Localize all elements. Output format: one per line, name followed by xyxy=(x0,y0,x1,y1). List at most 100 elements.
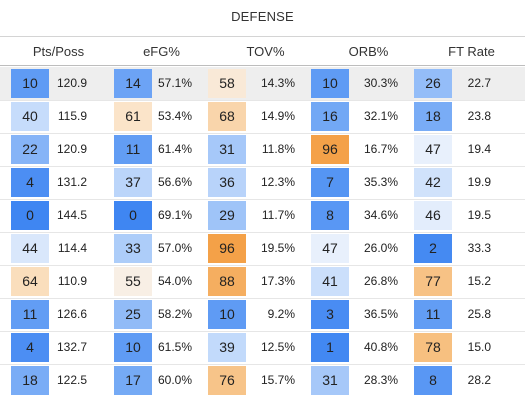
tov-rank-cell: 76 xyxy=(208,366,246,395)
efg-value-cell: 57.1% xyxy=(157,76,192,90)
tov-value-cell: 12.5% xyxy=(260,340,295,354)
pts-poss-rank-cell: 4 xyxy=(11,168,49,197)
efg-rank-cell: 55 xyxy=(114,267,152,296)
ft-rate-rank-cell: 78 xyxy=(414,333,452,362)
pts-poss-rank-cell: 4 xyxy=(11,333,49,362)
efg-rank-cell: 11 xyxy=(114,135,152,164)
pts-poss-rank-cell: 44 xyxy=(11,234,49,263)
ft-rate-value-cell: 15.0 xyxy=(467,340,491,354)
tov-rank-cell: 36 xyxy=(208,168,246,197)
table-row[interactable]: 11 126.6 25 58.2% 10 9.2% 3 36.5% 11 25.8 xyxy=(0,298,525,331)
table-row[interactable]: 4 131.2 37 56.6% 36 12.3% 7 35.3% 42 19.9 xyxy=(0,166,525,199)
orb-value-cell: 28.3% xyxy=(363,373,398,387)
tov-value-cell: 15.7% xyxy=(260,373,295,387)
row-divider xyxy=(0,298,525,299)
tov-rank-cell: 39 xyxy=(208,333,246,362)
orb-value-cell: 26.8% xyxy=(363,274,398,288)
pts-poss-value-cell: 115.9 xyxy=(57,109,87,123)
column-header-pts-poss[interactable]: Pts/Poss xyxy=(32,44,85,59)
efg-value-cell: 57.0% xyxy=(157,241,192,255)
table-row[interactable]: 64 110.9 55 54.0% 88 17.3% 41 26.8% 77 15.2 xyxy=(0,265,525,298)
pts-poss-value-cell: 122.5 xyxy=(56,373,87,387)
row-divider xyxy=(0,100,525,101)
orb-value-cell: 34.6% xyxy=(363,208,398,222)
tov-value-cell: 11.7% xyxy=(261,208,295,222)
orb-value-cell: 32.1% xyxy=(363,109,398,123)
pts-poss-rank-cell: 11 xyxy=(11,300,49,329)
pts-poss-rank-cell: 22 xyxy=(11,135,49,164)
efg-value-cell: 58.2% xyxy=(157,307,192,321)
ft-rate-value-cell: 15.2 xyxy=(467,274,491,288)
pts-poss-rank-cell: 0 xyxy=(11,201,49,230)
orb-rank-cell: 31 xyxy=(311,366,349,395)
efg-value-cell: 61.4% xyxy=(157,142,192,156)
efg-rank-cell: 17 xyxy=(114,366,152,395)
efg-rank-cell: 0 xyxy=(114,201,152,230)
ft-rate-rank-cell: 26 xyxy=(414,69,452,98)
tov-value-cell: 17.3% xyxy=(260,274,295,288)
orb-value-cell: 35.3% xyxy=(363,175,398,189)
ft-rate-value-cell: 19.9 xyxy=(467,175,491,189)
ft-rate-value-cell: 25.8 xyxy=(467,307,491,321)
ft-rate-value-cell: 22.7 xyxy=(467,76,491,90)
tov-rank-cell: 88 xyxy=(208,267,246,296)
orb-value-cell: 30.3% xyxy=(363,76,398,90)
orb-value-cell: 36.5% xyxy=(363,307,398,321)
pts-poss-rank-cell: 18 xyxy=(11,366,49,395)
section-title: DEFENSE xyxy=(231,9,294,24)
orb-rank-cell: 96 xyxy=(311,135,349,164)
tov-rank-cell: 58 xyxy=(208,69,246,98)
table-row[interactable]: 4 132.7 10 61.5% 39 12.5% 1 40.8% 78 15.0 xyxy=(0,331,525,364)
pts-poss-rank-cell: 64 xyxy=(11,267,49,296)
pts-poss-value-cell: 132.7 xyxy=(56,340,87,354)
orb-rank-cell: 47 xyxy=(311,234,349,263)
tov-value-cell: 19.5% xyxy=(260,241,295,255)
ft-rate-rank-cell: 42 xyxy=(414,168,452,197)
ft-rate-value-cell: 23.8 xyxy=(467,109,491,123)
orb-rank-cell: 3 xyxy=(311,300,349,329)
pts-poss-value-cell: 114.4 xyxy=(57,241,87,255)
ft-rate-rank-cell: 77 xyxy=(414,267,452,296)
row-divider xyxy=(0,166,525,167)
tov-value-cell: 14.9% xyxy=(260,109,295,123)
tov-rank-cell: 68 xyxy=(208,102,246,131)
orb-rank-cell: 10 xyxy=(311,69,349,98)
efg-rank-cell: 14 xyxy=(114,69,152,98)
column-header-orb[interactable]: ORB% xyxy=(348,44,389,59)
ft-rate-rank-cell: 2 xyxy=(414,234,452,263)
column-header-tov[interactable]: TOV% xyxy=(246,44,285,59)
column-header-row: Pts/Poss eFG% TOV% ORB% FT Rate xyxy=(0,36,525,66)
pts-poss-value-cell: 110.9 xyxy=(57,274,87,288)
efg-rank-cell: 25 xyxy=(114,300,152,329)
tov-rank-cell: 96 xyxy=(208,234,246,263)
efg-value-cell: 54.0% xyxy=(157,274,192,288)
orb-rank-cell: 16 xyxy=(311,102,349,131)
table-row[interactable]: 44 114.4 33 57.0% 96 19.5% 47 26.0% 2 33.3 xyxy=(0,232,525,265)
efg-rank-cell: 61 xyxy=(114,102,152,131)
tov-value-cell: 12.3% xyxy=(260,175,295,189)
pts-poss-value-cell: 131.2 xyxy=(56,175,87,189)
ft-rate-rank-cell: 8 xyxy=(414,366,452,395)
ft-rate-value-cell: 28.2 xyxy=(467,373,491,387)
orb-value-cell: 26.0% xyxy=(363,241,398,255)
ft-rate-value-cell: 19.4 xyxy=(467,142,491,156)
column-header-efg[interactable]: eFG% xyxy=(143,44,180,59)
table-row[interactable]: 40 115.9 61 53.4% 68 14.9% 16 32.1% 18 23.8 xyxy=(0,100,525,133)
ft-rate-rank-cell: 46 xyxy=(414,201,452,230)
pts-poss-value-cell: 120.9 xyxy=(56,76,87,90)
row-divider xyxy=(0,265,525,266)
tov-rank-cell: 31 xyxy=(208,135,246,164)
tov-rank-cell: 29 xyxy=(208,201,246,230)
pts-poss-value-cell: 144.5 xyxy=(56,208,87,222)
efg-value-cell: 69.1% xyxy=(157,208,192,222)
column-header-ft-rate[interactable]: FT Rate xyxy=(448,44,495,59)
table-row[interactable]: 10 120.9 14 57.1% 58 14.3% 10 30.3% 26 22.7 xyxy=(0,67,525,100)
ft-rate-rank-cell: 47 xyxy=(414,135,452,164)
table-row[interactable]: 18 122.5 17 60.0% 76 15.7% 31 28.3% 8 28.2 xyxy=(0,364,525,397)
table-row[interactable]: 0 144.5 0 69.1% 29 11.7% 8 34.6% 46 19.5 xyxy=(0,199,525,232)
table-row[interactable]: 22 120.9 11 61.4% 31 11.8% 96 16.7% 47 19.4 xyxy=(0,133,525,166)
tov-value-cell: 11.8% xyxy=(261,142,295,156)
orb-rank-cell: 1 xyxy=(311,333,349,362)
row-divider xyxy=(0,232,525,233)
row-divider xyxy=(0,364,525,365)
